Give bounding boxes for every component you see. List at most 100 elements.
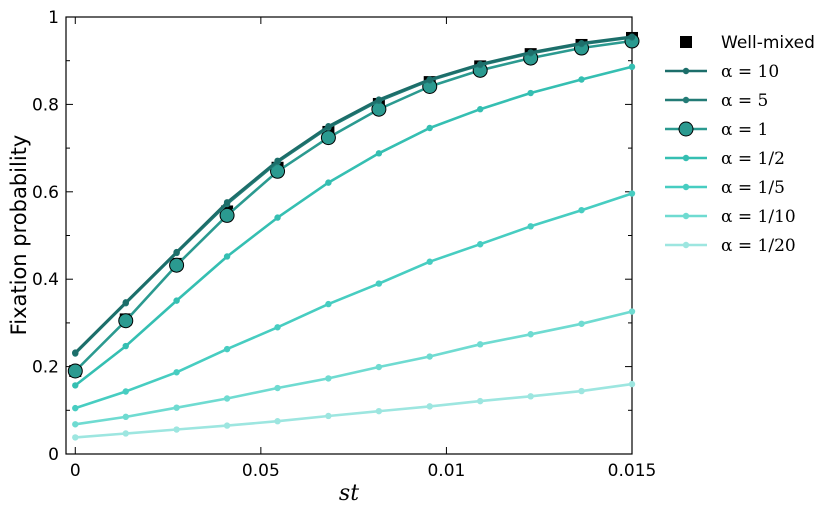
data-point	[223, 199, 231, 206]
data-point	[477, 397, 484, 405]
data-point	[628, 380, 636, 388]
legend-label: α = 5	[721, 91, 768, 111]
data-point	[527, 223, 534, 230]
data-point	[72, 382, 79, 389]
data-point	[426, 353, 433, 360]
series-4	[72, 63, 636, 389]
data-point-circle	[219, 207, 235, 223]
series-layer	[67, 31, 640, 441]
legend-item: α = 1/20	[665, 236, 796, 256]
data-point-circle	[67, 363, 83, 379]
legend-label: α = 1/2	[721, 149, 785, 169]
legend-item: α = 1	[665, 120, 768, 140]
data-point	[173, 369, 180, 376]
data-point-circle	[320, 130, 336, 146]
x-axis: 0 0.05 0.01 0.015	[70, 17, 656, 481]
x-tick-label: 0.015	[608, 461, 657, 481]
series-line	[75, 382, 633, 439]
data-point	[426, 76, 433, 83]
data-point	[628, 63, 636, 71]
series-6	[72, 308, 636, 428]
data-point	[375, 96, 383, 103]
data-point	[628, 308, 636, 315]
data-point	[223, 253, 231, 260]
data-point	[325, 179, 332, 186]
data-point	[527, 89, 534, 97]
y-axis-label: Fixation probability	[7, 135, 31, 336]
legend-square-marker	[680, 36, 692, 48]
y-axis: 0 0.2 0.4 0.6 0.8 1	[32, 8, 632, 465]
series-line	[74, 39, 633, 372]
legend-dot-marker	[682, 154, 690, 162]
data-point	[375, 280, 383, 287]
legend-label: α = 1	[721, 120, 768, 140]
x-tick-label: 0.01	[427, 461, 465, 481]
x-axis-label: st	[339, 481, 359, 506]
series-line	[74, 65, 633, 387]
data-point	[477, 241, 484, 248]
series-2	[72, 34, 636, 357]
y-tick-label: 0.6	[32, 183, 59, 203]
legend-item: α = 1/2	[665, 149, 785, 169]
legend-label: α = 1/20	[721, 236, 796, 256]
plot-area: 0 0.2 0.4 0.6 0.8 1 0 0.05 0.01 0.015	[32, 8, 656, 481]
series-line	[74, 192, 633, 410]
data-point	[578, 387, 585, 395]
series-line	[74, 36, 633, 355]
x-tick-label: 0.05	[242, 461, 280, 481]
data-point	[477, 341, 484, 348]
data-point	[578, 206, 585, 214]
data-point	[274, 324, 281, 331]
data-point	[477, 106, 484, 113]
data-point	[527, 393, 534, 400]
data-point	[426, 403, 433, 410]
data-point	[122, 430, 129, 437]
data-point	[274, 157, 281, 164]
data-point	[173, 426, 180, 433]
data-point	[72, 421, 79, 428]
data-point	[426, 124, 433, 132]
legend-item: Well-mixed	[680, 33, 815, 53]
data-point	[223, 422, 231, 429]
data-point	[375, 363, 383, 371]
data-point	[72, 434, 79, 441]
data-point	[325, 412, 332, 420]
data-point	[173, 297, 180, 304]
data-point	[72, 404, 79, 412]
legend-item: α = 1/5	[665, 178, 785, 198]
data-point	[578, 320, 585, 327]
data-point	[274, 214, 281, 221]
data-point	[122, 342, 129, 350]
legend-circle-marker	[678, 121, 694, 137]
legend-dot-marker	[682, 96, 690, 104]
series-7	[72, 380, 636, 441]
data-point	[274, 418, 281, 425]
data-point	[578, 76, 585, 83]
plot-frame	[65, 16, 633, 455]
legend-item: α = 5	[665, 91, 768, 111]
series-1	[72, 33, 636, 356]
data-point	[527, 49, 534, 56]
legend-label: Well-mixed	[721, 33, 815, 53]
y-tick-label: 0	[48, 445, 59, 465]
y-tick-label: 0.2	[32, 358, 59, 378]
data-point	[578, 40, 585, 47]
data-point	[122, 299, 129, 306]
legend-item: α = 10	[665, 62, 779, 82]
data-point	[122, 388, 129, 395]
data-point	[477, 60, 484, 68]
data-point	[527, 331, 534, 338]
data-point	[628, 33, 636, 40]
data-point	[122, 413, 129, 421]
series-0	[69, 31, 638, 377]
legend-dot-marker	[682, 67, 690, 75]
legend-dot-marker	[682, 241, 690, 249]
legend-item: α = 1/10	[665, 207, 796, 227]
y-tick-label: 0.4	[32, 270, 59, 290]
data-point	[426, 258, 433, 265]
data-point	[325, 123, 332, 130]
data-point	[628, 190, 636, 197]
data-point	[223, 395, 231, 402]
data-point	[72, 349, 79, 356]
